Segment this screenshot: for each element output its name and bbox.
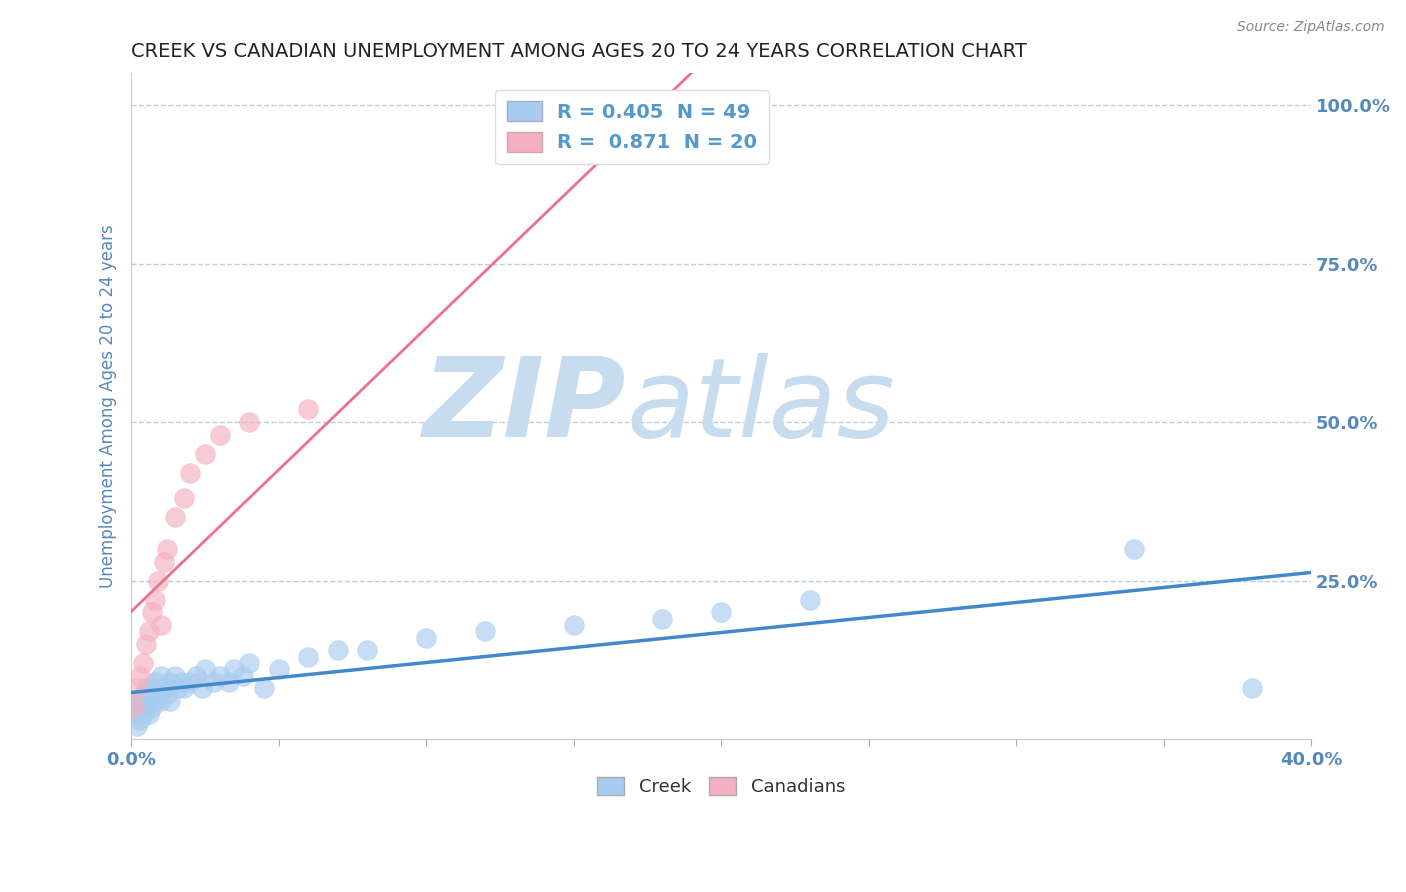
Point [562, 618, 585, 632]
Point [146, 688, 169, 702]
Point [202, 675, 225, 690]
Point [132, 688, 155, 702]
Point [156, 688, 179, 702]
Point [415, 631, 437, 645]
Point [710, 605, 733, 619]
Point [238, 415, 260, 429]
Point [138, 694, 160, 708]
Point [474, 624, 496, 639]
Point [218, 675, 240, 690]
Point [651, 612, 673, 626]
Point [159, 675, 181, 690]
Point [326, 643, 349, 657]
Point [143, 675, 166, 690]
Point [194, 447, 217, 461]
Point [173, 681, 195, 696]
Point [1123, 541, 1146, 556]
Point [135, 637, 157, 651]
Point [179, 466, 201, 480]
Point [141, 700, 163, 714]
Point [156, 541, 179, 556]
Point [129, 694, 152, 708]
Point [170, 675, 193, 690]
Point [165, 510, 187, 524]
Point [129, 669, 152, 683]
Point [149, 618, 172, 632]
Point [122, 700, 145, 714]
Point [267, 662, 290, 676]
Point [167, 681, 190, 696]
Point [191, 681, 214, 696]
Point [122, 706, 145, 721]
Point [238, 656, 260, 670]
Point [135, 681, 157, 696]
Point [152, 555, 174, 569]
Point [149, 694, 172, 708]
Point [141, 605, 163, 619]
Point [194, 662, 217, 676]
Point [253, 681, 276, 696]
Point [127, 700, 149, 714]
Point [224, 662, 246, 676]
Point [135, 700, 157, 714]
Point [208, 427, 231, 442]
Point [129, 713, 152, 727]
Point [710, 98, 733, 112]
Point [138, 706, 160, 721]
Text: CREEK VS CANADIAN UNEMPLOYMENT AMONG AGES 20 TO 24 YEARS CORRELATION CHART: CREEK VS CANADIAN UNEMPLOYMENT AMONG AGE… [131, 42, 1028, 61]
Point [297, 649, 319, 664]
Text: ZIP: ZIP [423, 352, 627, 459]
Text: Source: ZipAtlas.com: Source: ZipAtlas.com [1237, 20, 1385, 34]
Point [127, 681, 149, 696]
Point [165, 669, 187, 683]
Point [127, 719, 149, 733]
Point [208, 669, 231, 683]
Point [356, 643, 378, 657]
Legend: Creek, Canadians: Creek, Canadians [591, 770, 852, 804]
Point [173, 491, 195, 506]
Y-axis label: Unemployment Among Ages 20 to 24 years: Unemployment Among Ages 20 to 24 years [100, 225, 117, 588]
Point [143, 592, 166, 607]
Point [149, 669, 172, 683]
Point [799, 592, 821, 607]
Point [179, 675, 201, 690]
Point [138, 624, 160, 639]
Point [1241, 681, 1264, 696]
Point [141, 681, 163, 696]
Point [132, 706, 155, 721]
Point [159, 694, 181, 708]
Point [143, 694, 166, 708]
Text: atlas: atlas [627, 352, 896, 459]
Point [297, 402, 319, 417]
Point [232, 669, 254, 683]
Point [146, 574, 169, 588]
Point [152, 681, 174, 696]
Point [186, 669, 208, 683]
Point [132, 656, 155, 670]
